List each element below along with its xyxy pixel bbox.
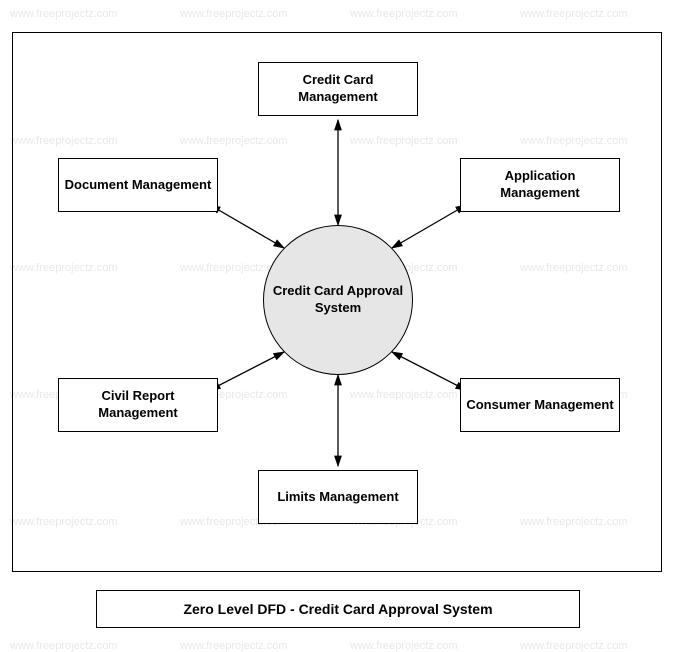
entity-credit-card-mgmt: Credit Card Management <box>258 62 418 116</box>
watermark: www.freeprojectz.com <box>520 8 628 20</box>
entity-consumer-mgmt: Consumer Management <box>460 378 620 432</box>
watermark: www.freeprojectz.com <box>180 8 288 20</box>
diagram-caption: Zero Level DFD - Credit Card Approval Sy… <box>96 590 580 628</box>
entity-limits-mgmt: Limits Management <box>258 470 418 524</box>
entity-label: Consumer Management <box>466 397 613 414</box>
watermark: www.freeprojectz.com <box>180 640 288 652</box>
caption-text: Zero Level DFD - Credit Card Approval Sy… <box>183 601 492 617</box>
entity-label: Application Management <box>465 168 615 202</box>
entity-document-mgmt: Document Management <box>58 158 218 212</box>
center-process-label: Credit Card Approval System <box>264 283 412 317</box>
watermark: www.freeprojectz.com <box>520 640 628 652</box>
entity-label: Limits Management <box>277 489 398 506</box>
entity-label: Document Management <box>65 177 212 194</box>
watermark: www.freeprojectz.com <box>10 8 118 20</box>
watermark: www.freeprojectz.com <box>10 640 118 652</box>
entity-civil-report-mgmt: Civil Report Management <box>58 378 218 432</box>
watermark: www.freeprojectz.com <box>350 8 458 20</box>
diagram-canvas: www.freeprojectz.com www.freeprojectz.co… <box>0 0 675 652</box>
entity-label: Civil Report Management <box>63 388 213 422</box>
entity-label: Credit Card Management <box>263 72 413 106</box>
entity-application-mgmt: Application Management <box>460 158 620 212</box>
center-process: Credit Card Approval System <box>263 225 413 375</box>
watermark: www.freeprojectz.com <box>350 640 458 652</box>
